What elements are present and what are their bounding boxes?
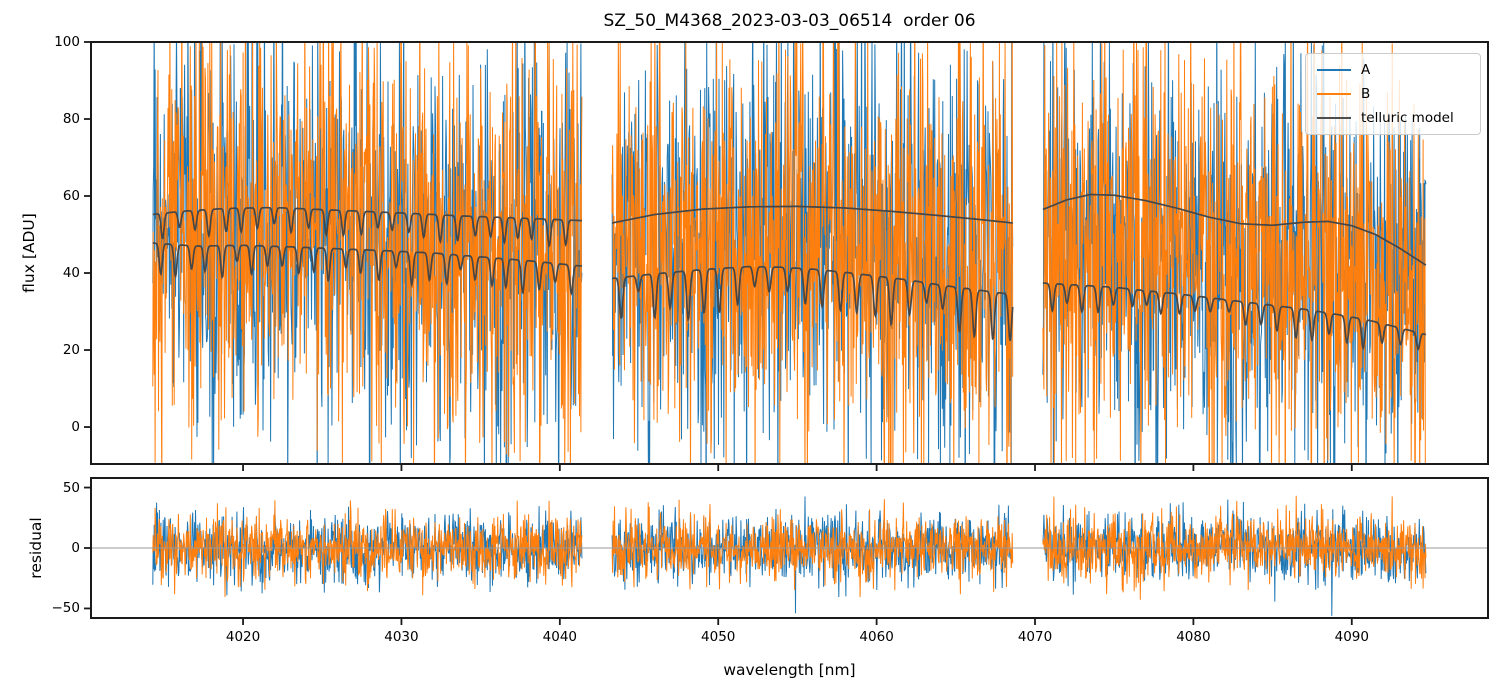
telluric-model-upper-seg0 xyxy=(152,206,583,248)
legend-label-telluric: telluric model xyxy=(1361,110,1454,126)
flux-axes-spines xyxy=(90,41,1489,465)
flux-y-tick-label: 0 xyxy=(71,419,80,436)
telluric-model-lower-seg2 xyxy=(1042,282,1427,351)
x-tick-label: 4060 xyxy=(859,629,894,645)
legend-item-telluric: telluric model xyxy=(1306,106,1480,130)
x-tick-label: 4080 xyxy=(1176,629,1211,645)
residual-series-B-seg1 xyxy=(611,499,1014,598)
wavelength-axis-label: wavelength [nm] xyxy=(723,661,856,679)
legend-line-b-icon xyxy=(1317,93,1351,95)
legend-label-b: B xyxy=(1361,86,1371,102)
x-tick-label: 4030 xyxy=(384,629,419,645)
legend-label-a: A xyxy=(1361,62,1371,78)
flux-y-tick-label: 60 xyxy=(62,188,80,204)
telluric-model-upper-seg2 xyxy=(1042,193,1427,266)
flux-series-B-seg2 xyxy=(1042,42,1426,464)
flux-data-layer xyxy=(152,42,1427,464)
legend-line-telluric-icon xyxy=(1317,117,1351,119)
x-tick-label: 4040 xyxy=(542,629,578,645)
flux-y-tick-label: 40 xyxy=(62,265,80,282)
x-tick-label: 4070 xyxy=(1017,629,1053,645)
chart-title: SZ_50_M4368_2023-03-03_06514 order 06 xyxy=(603,11,976,31)
flux-y-tick-label: 80 xyxy=(62,111,80,127)
residual-y-tick-label: 0 xyxy=(71,540,80,556)
x-tick-label: 4090 xyxy=(1334,629,1369,645)
legend-line-a-icon xyxy=(1317,69,1351,71)
residual-y-tick-label: −50 xyxy=(51,600,81,617)
telluric-model-lower-seg1 xyxy=(612,265,1014,342)
legend-item-a: A xyxy=(1306,58,1480,82)
telluric-model-upper-seg1 xyxy=(611,205,1013,224)
residual-y-tick-label: 50 xyxy=(62,479,80,496)
flux-y-tick-label: 100 xyxy=(54,34,80,50)
flux-series-B-seg0 xyxy=(152,42,583,464)
residual-data-layer xyxy=(152,495,1427,616)
flux-y-tick-label: 20 xyxy=(62,342,80,359)
residual-series-B-seg0 xyxy=(152,500,583,598)
x-tick-label: 4020 xyxy=(225,629,261,645)
residual-series-B-seg2 xyxy=(1042,495,1427,600)
legend-item-b: B xyxy=(1306,82,1480,106)
legend: A B telluric model xyxy=(1305,53,1481,135)
x-tick-label: 4050 xyxy=(701,629,736,645)
telluric-model-lower-seg0 xyxy=(152,242,583,296)
